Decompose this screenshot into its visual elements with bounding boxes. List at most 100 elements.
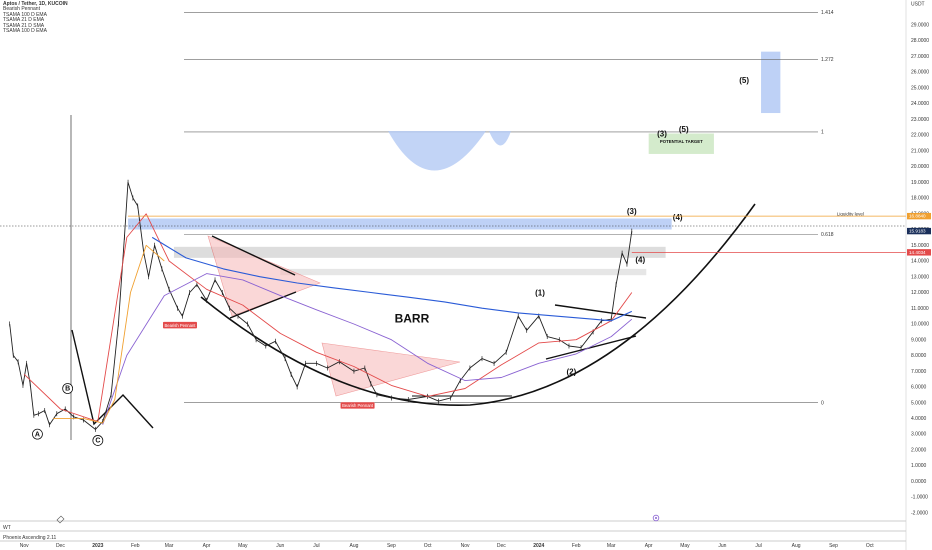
x-tick-label-6: May [238, 543, 248, 549]
annotation-8: (3) [657, 130, 667, 139]
y-axis[interactable]: USDT 29.0000 28.0000 27.0000 26.0000 25.0000 2… [907, 2, 931, 517]
resistance-trendline-1 [554, 304, 647, 319]
annotation-2: C [95, 438, 100, 445]
y-tick-label-16: 13.0000 [911, 274, 929, 280]
legend-line-ema-100-b[interactable]: TSAMA 100 D EMA [3, 28, 47, 35]
y-tick-label-31: -2.0000 [911, 510, 928, 516]
liquidity-bowl-large [388, 131, 486, 171]
legend-line-ema-21[interactable]: TSAMA 21 D EMA [3, 17, 45, 24]
annotation-0-circle [32, 428, 43, 440]
price-label-box-1 [907, 227, 931, 235]
y-tick-label-1: 28.0000 [911, 38, 929, 44]
annotation-0: A [35, 431, 40, 438]
price-label-0: 16.8840 [909, 214, 926, 219]
y-tick-label-27: 2.0000 [911, 447, 927, 453]
fib-levels-layer: 1.414 1.272 1 0.618 0 [184, 10, 834, 406]
y-tick-label-4: 25.0000 [911, 85, 929, 91]
y-tick-label-17: 12.0000 [911, 290, 929, 296]
legend-line-ema-100[interactable]: TSAMA 100 D EMA [3, 11, 47, 18]
legend-line-pennant[interactable]: Bearish Pennant [3, 6, 40, 13]
price-label-box-2 [907, 249, 931, 256]
y-tick-label-6: 23.0000 [911, 117, 929, 123]
y-tick-label-19: 10.0000 [911, 322, 929, 328]
x-tick-label-11: Oct [424, 543, 432, 549]
y-tick-label-8: 21.0000 [911, 148, 929, 154]
y-tick-label-24: 5.0000 [911, 400, 927, 406]
y-tick-label-30: -1.0000 [911, 495, 928, 501]
indicator-marker-icon [652, 514, 660, 522]
annotation-14-box [162, 321, 197, 329]
annotations-layer: A B C (1) (2) (3) (4) (4) (3) (5) (5) POTENTIAL TAR… [32, 76, 906, 446]
pennant-1-trendline-top [211, 235, 296, 276]
gray-zone-2 [280, 268, 647, 276]
wave5-target-bar [761, 51, 781, 114]
y-tick-label-21: 8.0000 [911, 353, 927, 359]
series-moving-average-blue [151, 236, 633, 322]
y-tick-label-9: 20.0000 [911, 164, 929, 170]
series-moving-average-red [23, 213, 633, 423]
indicator-marker-dot [655, 517, 657, 519]
x-tick-label-15: Feb [572, 543, 581, 549]
legend-symbol[interactable]: Aptos / Tether, 1D, KUCOIN [3, 1, 68, 7]
price-label-box-0 [907, 212, 931, 220]
annotation-7: (4) [635, 256, 645, 265]
annotation-15: Bearish Pennant [342, 403, 374, 408]
chart-legend: Aptos / Tether, 1D, KUCOIN Bearish Penna… [3, 1, 68, 35]
y-axis-unit: USDT [911, 2, 925, 8]
gray-zone-1 [173, 246, 666, 258]
y-tick-label-25: 4.0000 [911, 416, 927, 422]
x-tick-label-9: Aug [349, 543, 358, 549]
rounding-bottom-arc [200, 203, 756, 406]
support-trendline-2 [545, 335, 637, 360]
x-tick-label-2: 2023 [92, 543, 103, 549]
potential-target-box [648, 133, 714, 154]
x-tick-label-14: 2024 [533, 543, 544, 549]
y-tick-label-7: 22.0000 [911, 133, 929, 139]
annotation-13: Liquidity level [837, 211, 864, 216]
x-tick-label-18: May [680, 543, 690, 549]
x-tick-label-4: Mar [165, 543, 174, 549]
fib-level-label-0: 1.414 [821, 10, 834, 16]
abc-correction-line [71, 329, 154, 429]
y-tick-label-11: 18.0000 [911, 196, 929, 202]
x-tick-label-21: Aug [792, 543, 801, 549]
x-tick-label-17: Apr [645, 543, 653, 549]
annotation-6: (4) [673, 213, 683, 222]
drawings-layer [0, 115, 906, 440]
annotation-9: (5) [679, 125, 689, 134]
x-tick-label-23: Oct [866, 543, 874, 549]
annotation-4: (2) [566, 367, 576, 376]
liquidity-zone [128, 218, 672, 230]
x-tick-label-7: Jun [276, 543, 284, 549]
annotation-1-circle [62, 383, 74, 394]
fib-level-label-1: 1.272 [821, 57, 834, 63]
annotation-3: (1) [535, 289, 545, 298]
x-axis[interactable]: Nov Dec 2023 Feb Mar Apr May Jun Jul Aug Sep Oct Nov… [20, 543, 875, 549]
x-tick-label-16: Mar [607, 543, 616, 549]
annotation-10: (5) [739, 76, 749, 85]
indicator-panel-label[interactable]: Phoenix Ascending 2.11 [3, 535, 57, 541]
y-tick-label-23: 6.0000 [911, 385, 927, 391]
price-label-2: 14.4034 [909, 250, 926, 255]
drawing-tool-icon[interactable] [56, 515, 65, 524]
legend-line-sma-21[interactable]: TSAMA 21 D SMA [3, 22, 45, 29]
x-tick-label-5: Apr [203, 543, 211, 549]
x-tick-label-1: Dec [56, 543, 65, 549]
y-tick-label-0: 29.0000 [911, 22, 929, 28]
y-tick-label-2: 27.0000 [911, 54, 929, 60]
x-tick-label-13: Dec [497, 543, 506, 549]
wt-panel-label[interactable]: WT [3, 525, 11, 531]
x-tick-label-10: Sep [387, 543, 396, 549]
fib-level-label-2: 1 [821, 130, 824, 136]
price-label-1: 15.9183 [909, 229, 926, 234]
x-tick-label-3: Feb [131, 543, 140, 549]
fib-level-label-4: 0 [821, 400, 824, 406]
annotation-5: (3) [627, 207, 637, 216]
y-tick-label-22: 7.0000 [911, 369, 927, 375]
pennant-1-trendline-bottom [229, 291, 297, 319]
y-tick-label-3: 26.0000 [911, 70, 929, 76]
x-tick-label-22: Sep [829, 543, 838, 549]
annotation-14: Bearish Pennant [165, 323, 197, 328]
x-tick-label-19: Jun [718, 543, 726, 549]
